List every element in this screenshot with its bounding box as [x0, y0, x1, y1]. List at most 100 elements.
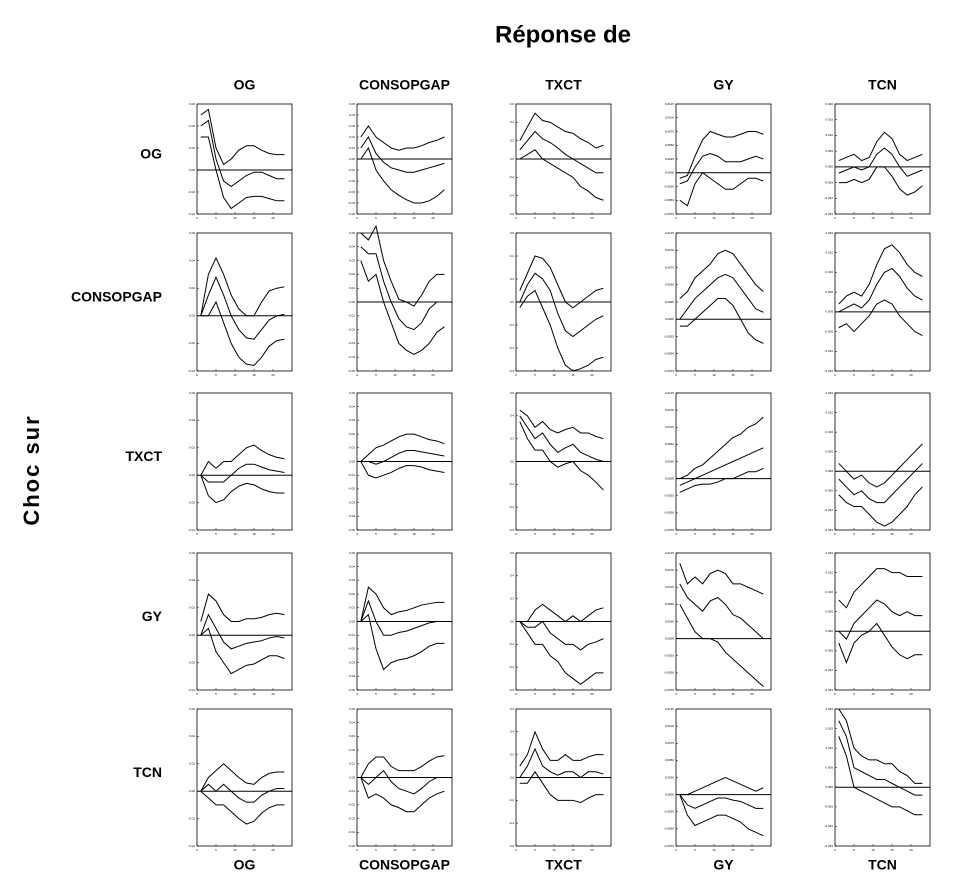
response-line [200, 463, 285, 483]
y-tick-label: 0.02 [189, 762, 195, 766]
y-tick-label: 0.000 [825, 629, 833, 633]
x-tick-label: 5 [853, 848, 855, 852]
y-tick-label: 0.000 [825, 310, 833, 314]
x-tick-label: 15 [412, 692, 416, 696]
y-tick-label: 0.0100 [665, 116, 675, 120]
response-line [200, 593, 285, 622]
row-header: TCN [133, 764, 162, 780]
response-line [679, 152, 764, 185]
y-tick-label: -0.005 [824, 805, 833, 809]
y-tick-label: -0.01 [348, 789, 355, 793]
panel: -0.6 -0.4 -0.2 0.0 0.2 0.4 0.6 0 5 10 15 20 [509, 551, 612, 696]
response-line [838, 267, 923, 313]
x-tick-label: 5 [853, 532, 855, 536]
y-tick-label: 0.04 [189, 258, 195, 262]
panel: -0.0075 -0.0050 -0.0025 0.0000 0.0025 0.0050 0… [664, 391, 772, 536]
y-tick-label: 0.6 [510, 102, 515, 106]
y-tick-label: -0.04 [188, 369, 195, 373]
y-tick-label: 0.005 [825, 766, 833, 770]
y-tick-label: 0.0100 [665, 248, 675, 252]
row-header: GY [142, 608, 163, 624]
plot-frame [675, 392, 772, 531]
panel: -0.6 -0.4 -0.2 0.0 0.2 0.4 0.6 0 5 10 15 20 [509, 102, 612, 220]
y-tick-label: -0.01 [348, 314, 355, 318]
y-tick-label: -0.0075 [664, 528, 675, 532]
x-tick-label: 5 [694, 373, 696, 377]
y-tick-label: -0.0050 [664, 352, 675, 356]
response-line [200, 444, 285, 476]
x-tick-label: 5 [215, 848, 217, 852]
x-tick-label: 10 [871, 848, 875, 852]
x-tick-label: 0 [196, 532, 198, 536]
y-tick-label: -0.03 [348, 341, 355, 345]
panel: -0.04 -0.02 0.00 0.02 0.04 0.06 0 5 10 15 20 [188, 707, 293, 852]
response-line [200, 256, 285, 317]
x-tick-label: 10 [233, 373, 237, 377]
response-line [200, 475, 285, 504]
x-tick-label: 10 [871, 532, 875, 536]
response-line [519, 415, 604, 462]
y-tick-label: 0.0075 [665, 741, 675, 745]
x-tick-label: 20 [271, 216, 275, 220]
y-tick-label: -0.02 [188, 660, 195, 664]
y-tick-label: 0.00 [349, 157, 355, 161]
x-tick-label: 10 [552, 216, 556, 220]
x-tick-label: 5 [375, 216, 377, 220]
x-tick-label: 15 [412, 532, 416, 536]
x-tick-label: 0 [675, 692, 677, 696]
x-tick-label: 10 [712, 216, 716, 220]
x-tick-label: 10 [393, 216, 397, 220]
x-tick-label: 0 [675, 532, 677, 536]
response-line [519, 130, 604, 174]
x-tick-label: 15 [571, 692, 575, 696]
response-line [200, 627, 285, 675]
y-tick-label: -0.05 [348, 369, 355, 373]
y-tick-label: 0.00 [349, 300, 355, 304]
response-line [200, 763, 285, 792]
x-tick-label: 0 [515, 216, 517, 220]
y-tick-label: 0.05 [349, 231, 355, 235]
panel: -0.0075 -0.0050 -0.0025 0.0000 0.0025 0.0050 0… [664, 551, 772, 696]
y-tick-label: 0.0100 [665, 724, 675, 728]
x-tick-label: 5 [534, 373, 536, 377]
y-tick-label: 0.0075 [665, 425, 675, 429]
y-tick-label: 0.015 [825, 118, 833, 122]
y-tick-label: 0.0125 [665, 102, 675, 106]
x-tick-label: 20 [909, 532, 913, 536]
response-line [200, 790, 285, 825]
response-line [679, 249, 764, 299]
y-tick-label: 0.06 [189, 707, 195, 711]
response-line [838, 244, 923, 305]
column-footer: OG [234, 857, 256, 873]
y-tick-label: 0.005 [825, 290, 833, 294]
x-tick-label: 0 [196, 848, 198, 852]
response-line [838, 147, 923, 177]
y-tick-label: 0.04 [349, 564, 355, 568]
x-tick-label: 15 [890, 692, 894, 696]
response-line [200, 300, 285, 367]
y-tick-label: 0.0100 [665, 408, 675, 412]
panel: -0.04 -0.02 0.00 0.02 0.04 0.06 0 5 10 15 20 [188, 102, 293, 220]
y-tick-label: 0.05 [349, 102, 355, 106]
y-tick-label: 0.005 [825, 149, 833, 153]
y-tick-label: 0.0075 [665, 265, 675, 269]
y-tick-label: -0.005 [824, 649, 833, 653]
x-tick-label: 20 [590, 373, 594, 377]
x-tick-label: 15 [252, 848, 256, 852]
x-tick-label: 15 [731, 532, 735, 536]
y-tick-label: 0.00 [349, 459, 355, 463]
x-tick-label: 0 [356, 692, 358, 696]
y-tick-label: 0.0125 [665, 551, 675, 555]
x-tick-label: 20 [750, 692, 754, 696]
response-line [838, 486, 923, 527]
x-tick-label: 20 [431, 216, 435, 220]
x-tick-label: 5 [375, 373, 377, 377]
column-header: TXCT [545, 77, 582, 93]
x-tick-label: 20 [271, 848, 275, 852]
x-tick-label: 0 [834, 373, 836, 377]
y-tick-label: -0.015 [824, 369, 833, 373]
response-line [360, 146, 445, 204]
y-tick-label: 0.015 [825, 251, 833, 255]
response-line [838, 131, 923, 162]
